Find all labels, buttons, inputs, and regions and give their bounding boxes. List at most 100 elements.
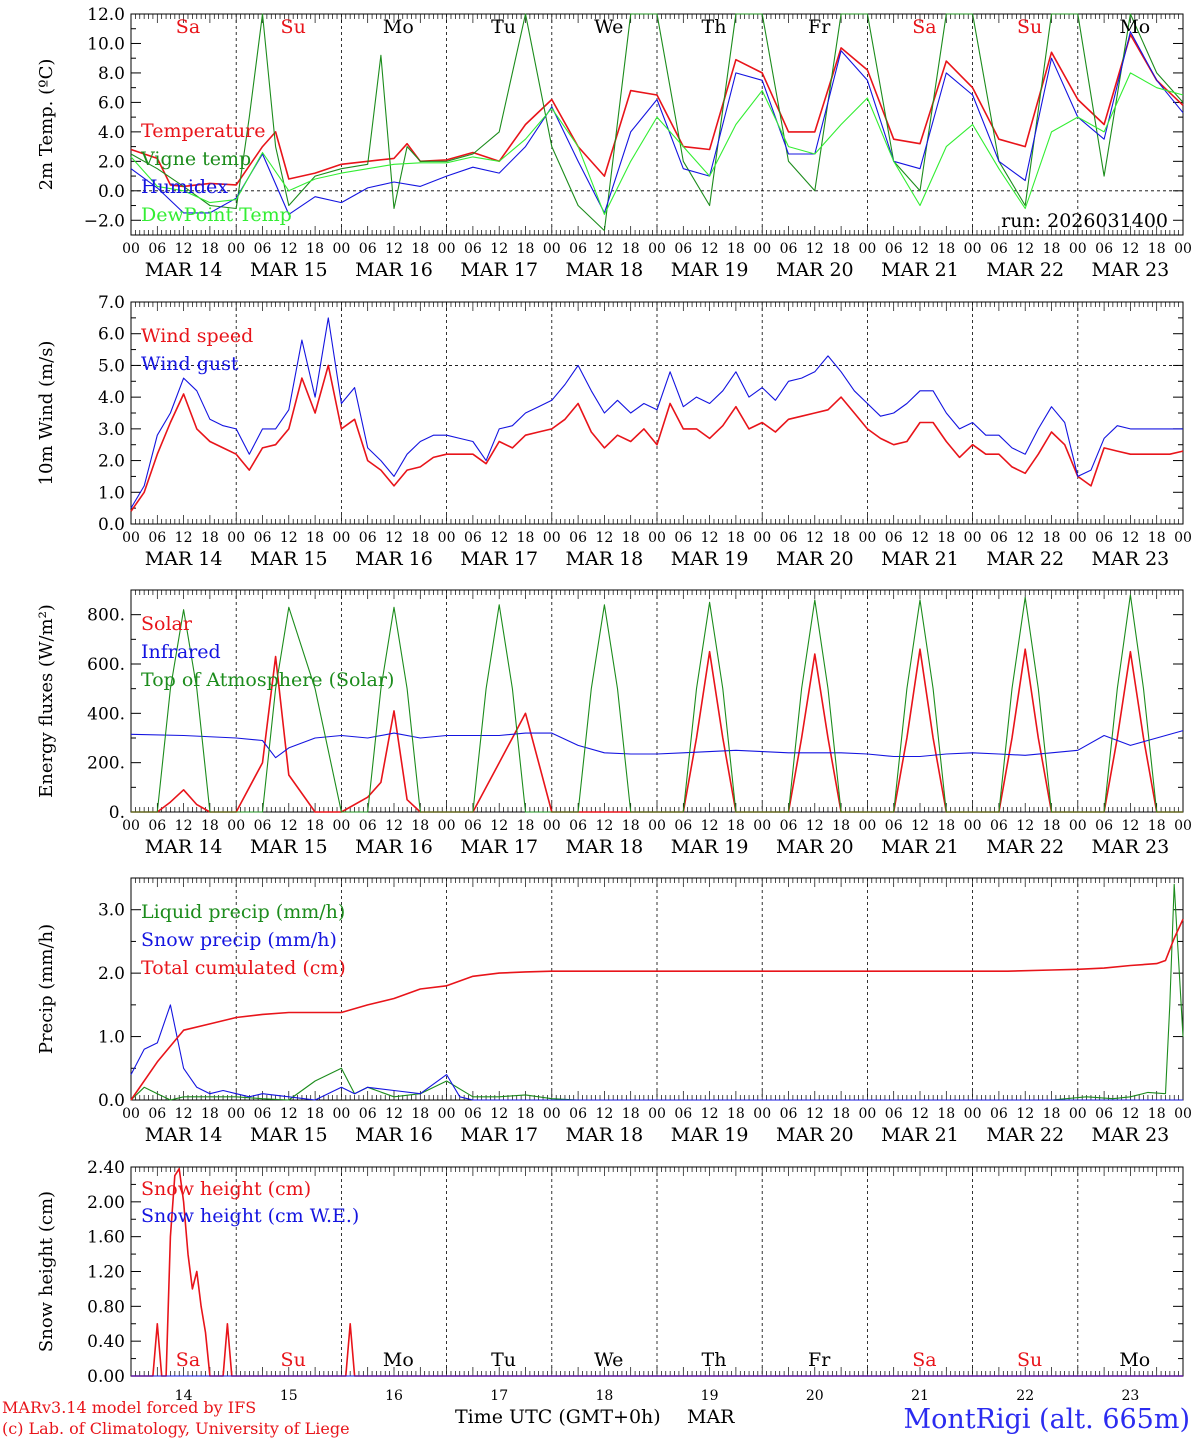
wind-hour-label: 00 — [438, 530, 456, 546]
temp-hour-label: 06 — [148, 241, 166, 257]
temp-hour-label: 18 — [306, 241, 324, 257]
temp-weekday-label: Mo — [383, 16, 414, 38]
snow-weekday-label: Su — [1017, 1349, 1042, 1371]
wind-day-label: MAR 18 — [566, 548, 644, 570]
wind-ytick-label: 7.0 — [98, 293, 125, 313]
wind-hour-label: 12 — [806, 530, 824, 546]
temp-hour-label: 06 — [569, 241, 587, 257]
precip-hour-label: 18 — [1148, 1106, 1166, 1122]
temp-day-label: MAR 21 — [881, 259, 959, 281]
energy-hour-label: 12 — [806, 818, 824, 834]
temp-ytick-label: 6.0 — [98, 93, 125, 113]
precip-hour-label: 00 — [122, 1106, 140, 1122]
temp-weekday-label: Su — [1017, 16, 1042, 38]
energy-day-label: MAR 14 — [145, 836, 223, 858]
temp-weekday-label: Th — [702, 16, 727, 38]
wind-day-label: MAR 20 — [776, 548, 854, 570]
wind-hour-label: 00 — [753, 530, 771, 546]
energy-hour-label: 12 — [175, 818, 193, 834]
snow-ytick-label: 0.80 — [87, 1297, 125, 1317]
snow-day-number: 14 — [175, 1388, 193, 1404]
wind-ylabel: 10m Wind (m/s) — [36, 341, 57, 486]
energy-series-top-of-atmosphere-solar- — [131, 594, 1183, 813]
precip-hour-label: 12 — [280, 1106, 298, 1122]
precip-day-label: MAR 21 — [881, 1124, 959, 1146]
wind-hour-label: 00 — [543, 530, 561, 546]
precip-hour-label: 06 — [990, 1106, 1008, 1122]
energy-day-label: MAR 18 — [566, 836, 644, 858]
precip-hour-label: 12 — [595, 1106, 613, 1122]
temp-hour-label: 18 — [622, 241, 640, 257]
energy-hour-label: 12 — [911, 818, 929, 834]
energy-ytick-label: 600. — [87, 655, 125, 675]
precip-ytick-label: 1.0 — [98, 1028, 125, 1048]
precip-hour-label: 06 — [464, 1106, 482, 1122]
temp-hour-label: 12 — [595, 241, 613, 257]
temp-hour-label: 00 — [1069, 241, 1087, 257]
temp-hour-label: 06 — [780, 241, 798, 257]
wind-hour-label: 18 — [1148, 530, 1166, 546]
energy-day-label: MAR 21 — [881, 836, 959, 858]
precip-ytick-label: 3.0 — [98, 901, 125, 921]
temp-hour-label: 18 — [1043, 241, 1061, 257]
snow-weekday-label: Sa — [176, 1349, 200, 1371]
snow-day-number: 21 — [911, 1388, 929, 1404]
temp-hour-label: 00 — [227, 241, 245, 257]
wind-hour-label: 18 — [201, 530, 219, 546]
wind-hour-label: 06 — [148, 530, 166, 546]
energy-legend-entry: Solar — [141, 613, 193, 635]
temp-hour-label: 00 — [964, 241, 982, 257]
precip-hour-label: 12 — [385, 1106, 403, 1122]
temp-day-label: MAR 16 — [355, 259, 433, 281]
precip-series-snow-precip-mm-h- — [130, 1004, 1183, 1101]
energy-day-label: MAR 19 — [671, 836, 749, 858]
temp-hour-label: 06 — [464, 241, 482, 257]
precip-day-label: MAR 19 — [671, 1124, 749, 1146]
wind-hour-label: 06 — [780, 530, 798, 546]
temp-day-label: MAR 23 — [1092, 259, 1170, 281]
wind-hour-label: 12 — [701, 530, 719, 546]
precip-day-label: MAR 15 — [250, 1124, 328, 1146]
temp-hour-label: 06 — [359, 241, 377, 257]
wind-hour-label: 00 — [648, 530, 666, 546]
energy-legend-entry: Infrared — [141, 641, 221, 663]
wind-hour-label: 18 — [1043, 530, 1061, 546]
snow-weekday-label: Su — [281, 1349, 306, 1371]
energy-hour-label: 06 — [359, 818, 377, 834]
precip-hour-label: 12 — [1016, 1106, 1034, 1122]
temp-hour-label: 00 — [543, 241, 561, 257]
wind-hour-label: 12 — [175, 530, 193, 546]
snow-weekday-label: Th — [702, 1349, 727, 1371]
snow-day-number: 16 — [385, 1388, 403, 1404]
temp-hour-label: 18 — [727, 241, 745, 257]
precip-series-liquid-precip-mm-h- — [130, 883, 1184, 1101]
temp-hour-label: 00 — [753, 241, 771, 257]
wind-hour-label: 06 — [569, 530, 587, 546]
temp-legend-entry: DewPoint Temp — [141, 204, 292, 226]
precip-hour-label: 00 — [227, 1106, 245, 1122]
precip-legend-entry: Snow precip (mm/h) — [141, 929, 337, 951]
energy-hour-label: 18 — [937, 818, 955, 834]
temp-hour-label: 12 — [490, 241, 508, 257]
temp-hour-label: 12 — [806, 241, 824, 257]
temp-hour-label: 12 — [385, 241, 403, 257]
wind-legend-entry: Wind speed — [141, 325, 253, 347]
energy-hour-label: 06 — [254, 818, 272, 834]
energy-hour-label: 18 — [517, 818, 535, 834]
energy-hour-label: 18 — [832, 818, 850, 834]
precip-hour-label: 06 — [674, 1106, 692, 1122]
temp-weekday-label: Mo — [1119, 16, 1150, 38]
energy-hour-label: 00 — [1069, 818, 1087, 834]
wind-hour-label: 18 — [517, 530, 535, 546]
x-axis-month: MAR — [687, 1406, 735, 1428]
snow-ylabel: Snow height (cm) — [36, 1191, 57, 1352]
x-axis-label: Time UTC (GMT+0h) — [455, 1406, 661, 1428]
wind-hour-label: 00 — [332, 530, 350, 546]
wind-hour-label: 00 — [1069, 530, 1087, 546]
temp-weekday-label: We — [594, 16, 623, 38]
temp-ytick-label: 4.0 — [98, 123, 125, 143]
temp-hour-label: 18 — [517, 241, 535, 257]
wind-hour-label: 00 — [227, 530, 245, 546]
precip-day-label: MAR 14 — [145, 1124, 223, 1146]
